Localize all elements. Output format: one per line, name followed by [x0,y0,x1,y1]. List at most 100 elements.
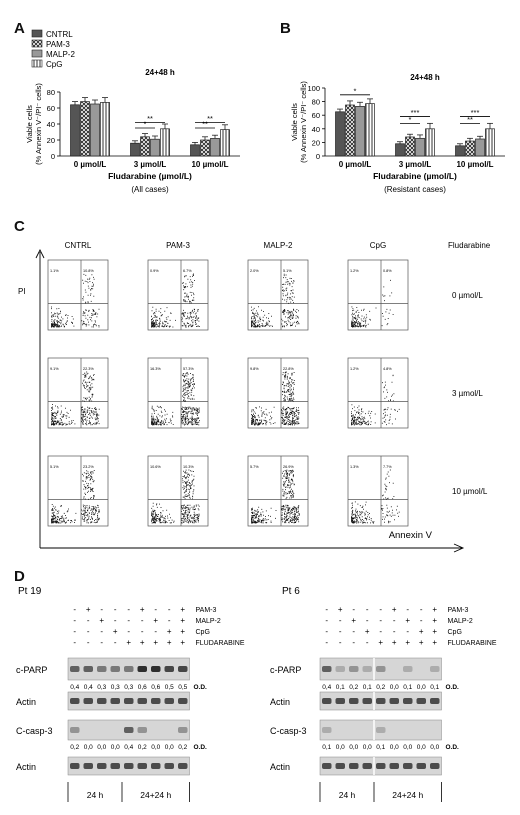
blot-band [137,666,147,672]
quadrant-value: 7.7% [383,465,392,469]
treatment-sign: + [432,616,437,625]
od-value: 0,2 [138,744,147,751]
od-value: 0,5 [165,684,174,691]
quadrant-value: 1.1% [50,269,59,273]
od-value: 0,2 [178,744,187,751]
blot-band [416,763,426,769]
treatment-sign: + [432,605,437,614]
y-axis-label-line: Viable cells [25,105,34,143]
bar [80,101,90,157]
significance-label: *** [471,108,480,117]
treatment-sign: - [366,616,369,625]
treatment-sign: - [141,616,144,625]
blot-band [322,727,332,733]
od-value: 0,0 [349,744,358,751]
time-label: 24+24 h [140,790,171,800]
treatment-label: CpG [448,629,462,636]
flow-column-label: MALP-2 [264,241,293,250]
blot-band [110,666,120,672]
treatment-sign: + [419,638,424,647]
category-label: 10 µmol/L [456,160,493,169]
flow-events [51,470,100,524]
treatment-sign: - [114,605,117,614]
blot-band [376,666,386,672]
od-value: 0,0 [165,744,174,751]
treatment-sign: - [100,627,103,636]
od-value: 0,4 [124,744,133,751]
blot-band [389,698,399,704]
quadrant-value: 10.8% [83,269,94,273]
blot-band [403,666,413,672]
blot-band [376,698,386,704]
flow-events [51,371,100,426]
treatment-sign: - [127,616,130,625]
od-value: 0,0 [417,744,426,751]
legend-swatch [31,59,43,68]
bar [130,142,140,157]
treatment-sign: + [126,638,131,647]
treatment-sign: - [154,605,157,614]
od-value: 0,1 [376,744,385,751]
quadrant-value: 0.8% [383,269,392,273]
od-value: 0,3 [97,684,106,691]
treatment-sign: + [392,638,397,647]
od-value: 0,0 [97,744,106,751]
blot-label: C-casp-3 [16,726,53,736]
treatment-label: CpG [196,629,210,636]
blot-label: C-casp-3 [270,726,307,736]
treatment-sign: + [180,627,185,636]
flow-x-arrow [453,543,465,553]
quadrant-value: 1.2% [350,269,359,273]
od-label: O.D. [446,684,460,691]
treatment-sign: - [325,627,328,636]
bar [485,128,495,157]
od-value: 0,0 [430,744,439,751]
x-axis-label: Fludarabine (µmol/L) [108,171,192,181]
treatment-sign: - [154,627,157,636]
treatment-sign: - [87,638,90,647]
y-tick-label: 0 [316,152,320,161]
treatment-sign: - [352,605,355,614]
treatment-sign: - [325,605,328,614]
blot-band [97,698,107,704]
significance-label: * [409,115,412,124]
category-label: 10 µmol/L [191,160,228,169]
bar [465,140,475,157]
treatment-sign: + [99,616,104,625]
blot-band [124,763,134,769]
blot-band [178,763,188,769]
flow-row-label: 0 µmol/L [452,291,483,300]
treatment-sign: - [168,616,171,625]
treatment-sign: - [352,638,355,647]
legend-swatch [31,29,43,38]
od-value: 0,1 [336,684,345,691]
bar [150,138,160,157]
western-blot-pt6: Pt 6- + - - - + - - + PAM-3- - + - - - + - + MALP-2- - - + - - -… [270,586,497,802]
blot-band [335,763,345,769]
blot-band [416,698,426,704]
treatment-sign: - [379,627,382,636]
bar [365,103,375,157]
treatment-sign: + [180,605,185,614]
western-blot-pt19: Pt 19- + - - - + - - + PAM-3- - + - - - + - + MALP-2- - - + - -… [16,586,245,802]
quadrant-value: 1.3% [350,465,359,469]
treatment-sign: - [339,627,342,636]
treatment-sign: + [180,638,185,647]
chart-title: 24+48 h [410,73,440,82]
od-value: 0,3 [111,684,120,691]
treatment-sign: + [167,638,172,647]
blot-band [403,763,413,769]
od-value: 0,3 [124,684,133,691]
blot-band [335,698,345,704]
treatment-sign: + [378,638,383,647]
y-axis-label: Viable cells(% Annexin V⁻/PI⁻ cells) [25,83,43,165]
od-value: 0,2 [349,684,358,691]
blot-band [178,727,188,733]
flow-events [51,273,100,328]
flow-events [351,469,400,524]
quadrant-value: 10.3% [183,465,194,469]
flow-plot [47,455,109,527]
blot-band [349,666,359,672]
flow-plot [247,455,309,527]
quadrant-value: 22.3% [83,367,94,371]
